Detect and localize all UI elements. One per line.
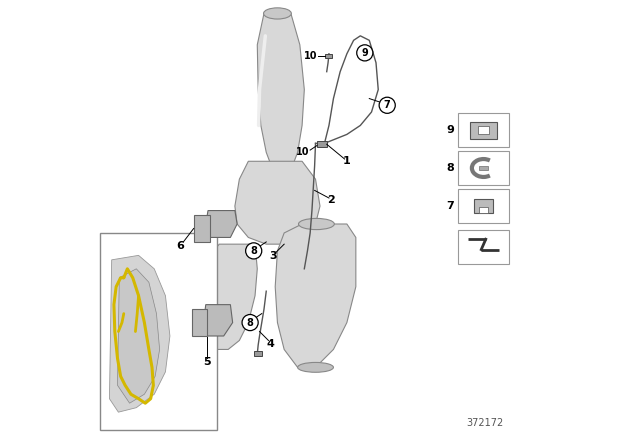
Polygon shape [275, 224, 356, 367]
Text: 5: 5 [204, 357, 211, 367]
Text: 9: 9 [447, 125, 454, 135]
Ellipse shape [298, 362, 333, 372]
Text: 10: 10 [304, 51, 318, 61]
Text: 7: 7 [447, 201, 454, 211]
Bar [458, 230, 509, 264]
Bar [470, 122, 497, 139]
Circle shape [379, 97, 396, 113]
Text: 9: 9 [362, 48, 368, 58]
Bar [317, 141, 327, 147]
Polygon shape [206, 211, 237, 237]
Text: 2: 2 [327, 195, 335, 205]
Bar [458, 113, 509, 147]
Polygon shape [204, 305, 233, 336]
Text: 372172: 372172 [466, 418, 504, 428]
Bar [253, 351, 262, 356]
Polygon shape [235, 161, 320, 244]
Text: 8: 8 [246, 318, 253, 327]
Ellipse shape [298, 218, 334, 229]
Polygon shape [109, 255, 170, 412]
Text: 8: 8 [250, 246, 257, 256]
Bar [478, 126, 489, 134]
Bar [325, 54, 332, 58]
Text: 6: 6 [176, 241, 184, 250]
Bar [474, 199, 493, 213]
Circle shape [246, 243, 262, 259]
Polygon shape [192, 309, 207, 336]
Text: 1: 1 [343, 156, 351, 166]
Text: 7: 7 [384, 100, 390, 110]
Bar [100, 233, 217, 430]
Text: 8: 8 [447, 163, 454, 173]
Bar [458, 189, 509, 223]
Polygon shape [118, 269, 159, 403]
Circle shape [242, 314, 258, 331]
Polygon shape [194, 215, 210, 242]
Circle shape [356, 45, 373, 61]
Text: 10: 10 [296, 147, 310, 157]
Bar [458, 151, 509, 185]
Text: 3: 3 [269, 251, 277, 261]
Text: 4: 4 [267, 339, 275, 349]
Polygon shape [203, 244, 257, 349]
Polygon shape [257, 13, 305, 170]
Bar [479, 207, 488, 213]
Ellipse shape [264, 8, 291, 19]
Bar [479, 166, 488, 170]
